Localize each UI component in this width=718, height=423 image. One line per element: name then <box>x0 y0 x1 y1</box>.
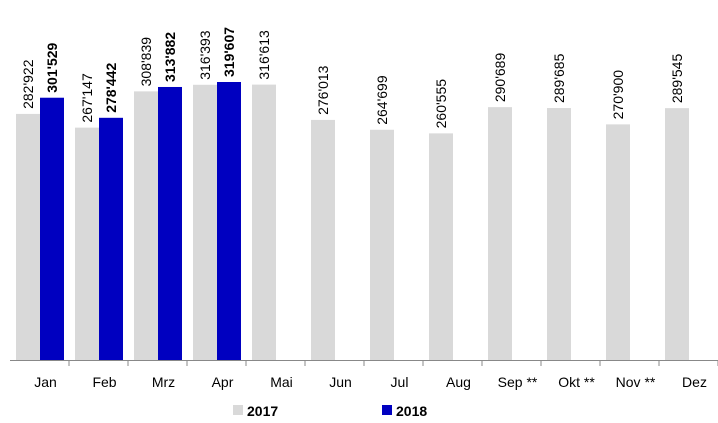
value-label: 301'529 <box>44 42 60 92</box>
x-tick-label: Feb <box>92 374 116 390</box>
value-label: 313'882 <box>162 32 178 82</box>
value-label: 260'555 <box>433 79 449 129</box>
bar <box>547 108 571 360</box>
value-label: 270'900 <box>610 70 626 120</box>
value-label: 264'699 <box>374 75 390 125</box>
bar <box>217 82 241 360</box>
value-label: 290'689 <box>492 53 508 103</box>
bar <box>429 133 453 360</box>
value-label: 267'147 <box>79 73 95 123</box>
x-tick-label: Mai <box>270 374 293 390</box>
bar <box>40 97 64 360</box>
legend-swatch <box>382 405 392 415</box>
x-tick-label: Aug <box>446 374 471 390</box>
bar <box>193 84 217 360</box>
value-label: 289'685 <box>551 53 567 103</box>
value-label: 308'839 <box>138 37 154 87</box>
x-tick-label: Sep ** <box>498 374 538 390</box>
value-label: 278'442 <box>103 63 119 113</box>
x-tick-label: Mrz <box>152 374 175 390</box>
value-label: 289'545 <box>669 54 685 104</box>
value-label: 282'922 <box>20 59 36 109</box>
legend-label: 2017 <box>247 403 278 419</box>
bar <box>75 127 99 360</box>
bar <box>606 124 630 360</box>
x-tick-label: Jun <box>329 374 352 390</box>
legend-swatch <box>233 405 243 415</box>
bar <box>370 129 394 360</box>
legend-label: 2018 <box>396 403 427 419</box>
x-tick-label: Nov ** <box>616 374 656 390</box>
x-tick-label: Okt ** <box>558 374 595 390</box>
bar <box>488 107 512 360</box>
bar <box>16 113 40 361</box>
x-tick-label: Jul <box>391 374 409 390</box>
bar <box>134 91 158 360</box>
value-label: 316'393 <box>197 30 213 80</box>
bar <box>252 84 276 360</box>
x-tick-label: Dez <box>682 374 707 390</box>
bar <box>99 117 123 361</box>
value-label: 316'613 <box>256 30 272 80</box>
value-label: 276'013 <box>315 65 331 115</box>
x-tick-label: Apr <box>212 374 234 390</box>
bar <box>311 119 335 360</box>
x-tick-label: Jan <box>34 374 57 390</box>
value-label: 319'607 <box>221 27 237 77</box>
bar <box>158 86 182 360</box>
bar <box>665 108 689 361</box>
